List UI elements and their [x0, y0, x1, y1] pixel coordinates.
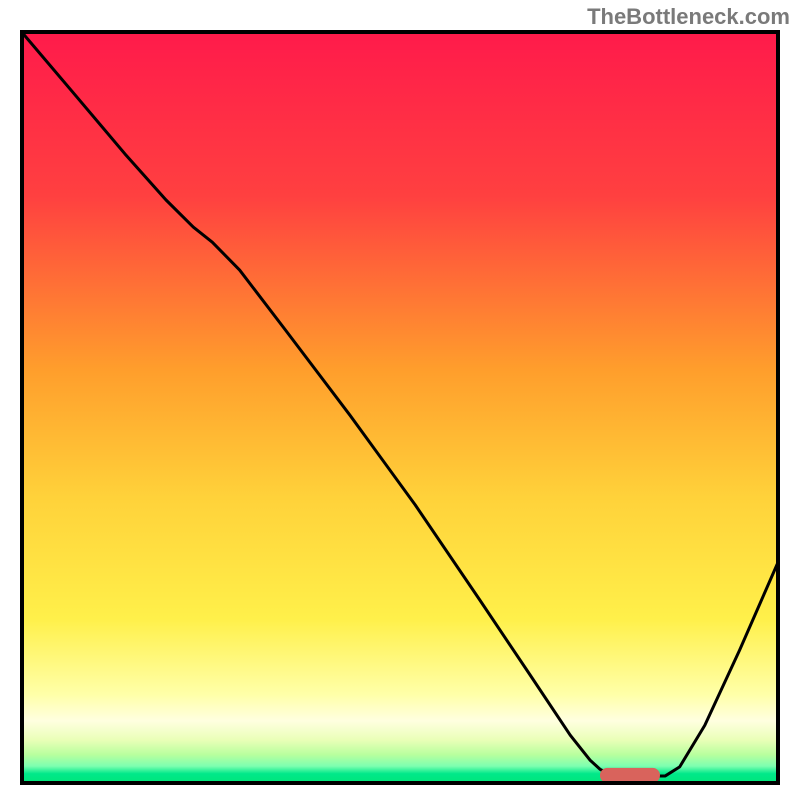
attribution-text: TheBottleneck.com [587, 4, 790, 30]
plot-area [20, 30, 780, 785]
bottleneck-curve [20, 30, 780, 785]
curve-polyline [20, 30, 780, 776]
optimum-marker [600, 768, 660, 782]
chart-container: TheBottleneck.com [0, 0, 800, 800]
